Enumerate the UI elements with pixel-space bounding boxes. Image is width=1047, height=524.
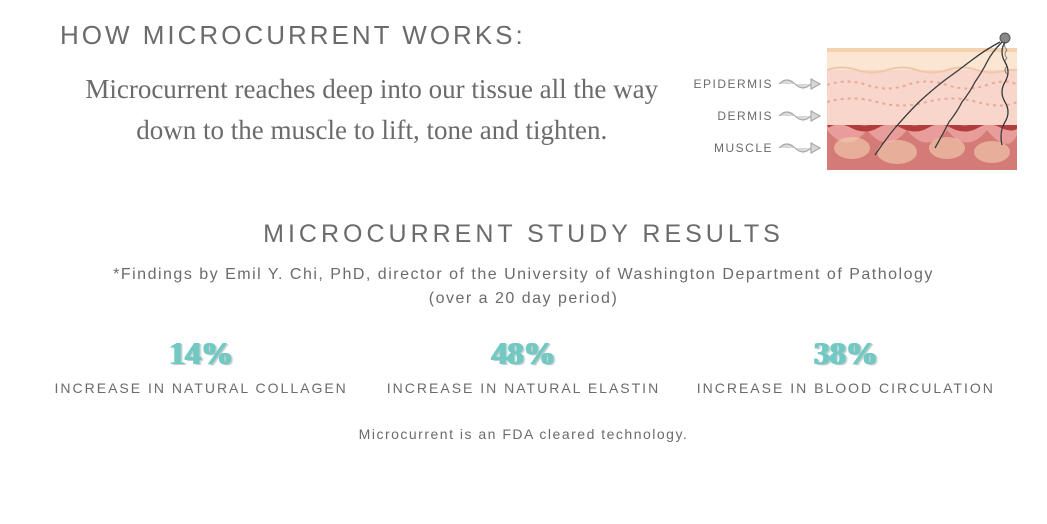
stat-desc: INCREASE IN NATURAL ELASTIN bbox=[362, 380, 684, 396]
results-title: MICROCURRENT STUDY RESULTS bbox=[30, 220, 1017, 249]
stat-desc: INCREASE IN NATURAL COLLAGEN bbox=[40, 380, 362, 396]
findings-text: *Findings by Emil Y. Chi, PhD, director … bbox=[30, 263, 1017, 311]
label-row-muscle: MUSCLE bbox=[693, 134, 821, 162]
script-subtitle: Microcurrent reaches deep into our tissu… bbox=[60, 69, 683, 150]
footer-text: Microcurrent is an FDA cleared technolog… bbox=[30, 426, 1017, 442]
arrow-icon bbox=[777, 105, 821, 127]
findings-line1: *Findings by Emil Y. Chi, PhD, director … bbox=[113, 266, 934, 283]
stat-pct: 48% bbox=[491, 335, 555, 372]
label-dermis: DERMIS bbox=[717, 109, 773, 123]
results-section: MICROCURRENT STUDY RESULTS *Findings by … bbox=[0, 180, 1047, 442]
stat-pct: 38% bbox=[814, 335, 878, 372]
arrow-icon bbox=[777, 137, 821, 159]
page-title: HOW MICROCURRENT WORKS: bbox=[60, 20, 683, 51]
label-muscle: MUSCLE bbox=[714, 141, 773, 155]
label-row-epidermis: EPIDERMIS bbox=[693, 70, 821, 98]
diagram-labels: EPIDERMIS DERMIS MUSCLE bbox=[693, 30, 821, 166]
stat-pct: 14% bbox=[169, 335, 233, 372]
skin-diagram bbox=[827, 30, 1017, 170]
findings-line2: (over a 20 day period) bbox=[429, 290, 619, 307]
stat-collagen: 14% INCREASE IN NATURAL COLLAGEN bbox=[40, 335, 362, 396]
stat-circulation: 38% INCREASE IN BLOOD CIRCULATION bbox=[685, 335, 1007, 396]
label-epidermis: EPIDERMIS bbox=[693, 77, 773, 91]
stat-elastin: 48% INCREASE IN NATURAL ELASTIN bbox=[362, 335, 684, 396]
stats-row: 14% INCREASE IN NATURAL COLLAGEN 48% INC… bbox=[30, 335, 1017, 396]
stat-desc: INCREASE IN BLOOD CIRCULATION bbox=[685, 380, 1007, 396]
arrow-icon bbox=[777, 73, 821, 95]
header-block: HOW MICROCURRENT WORKS: Microcurrent rea… bbox=[60, 20, 693, 150]
label-row-dermis: DERMIS bbox=[693, 102, 821, 130]
diagram-block: EPIDERMIS DERMIS MUSCLE bbox=[693, 20, 1017, 170]
top-section: HOW MICROCURRENT WORKS: Microcurrent rea… bbox=[0, 0, 1047, 180]
